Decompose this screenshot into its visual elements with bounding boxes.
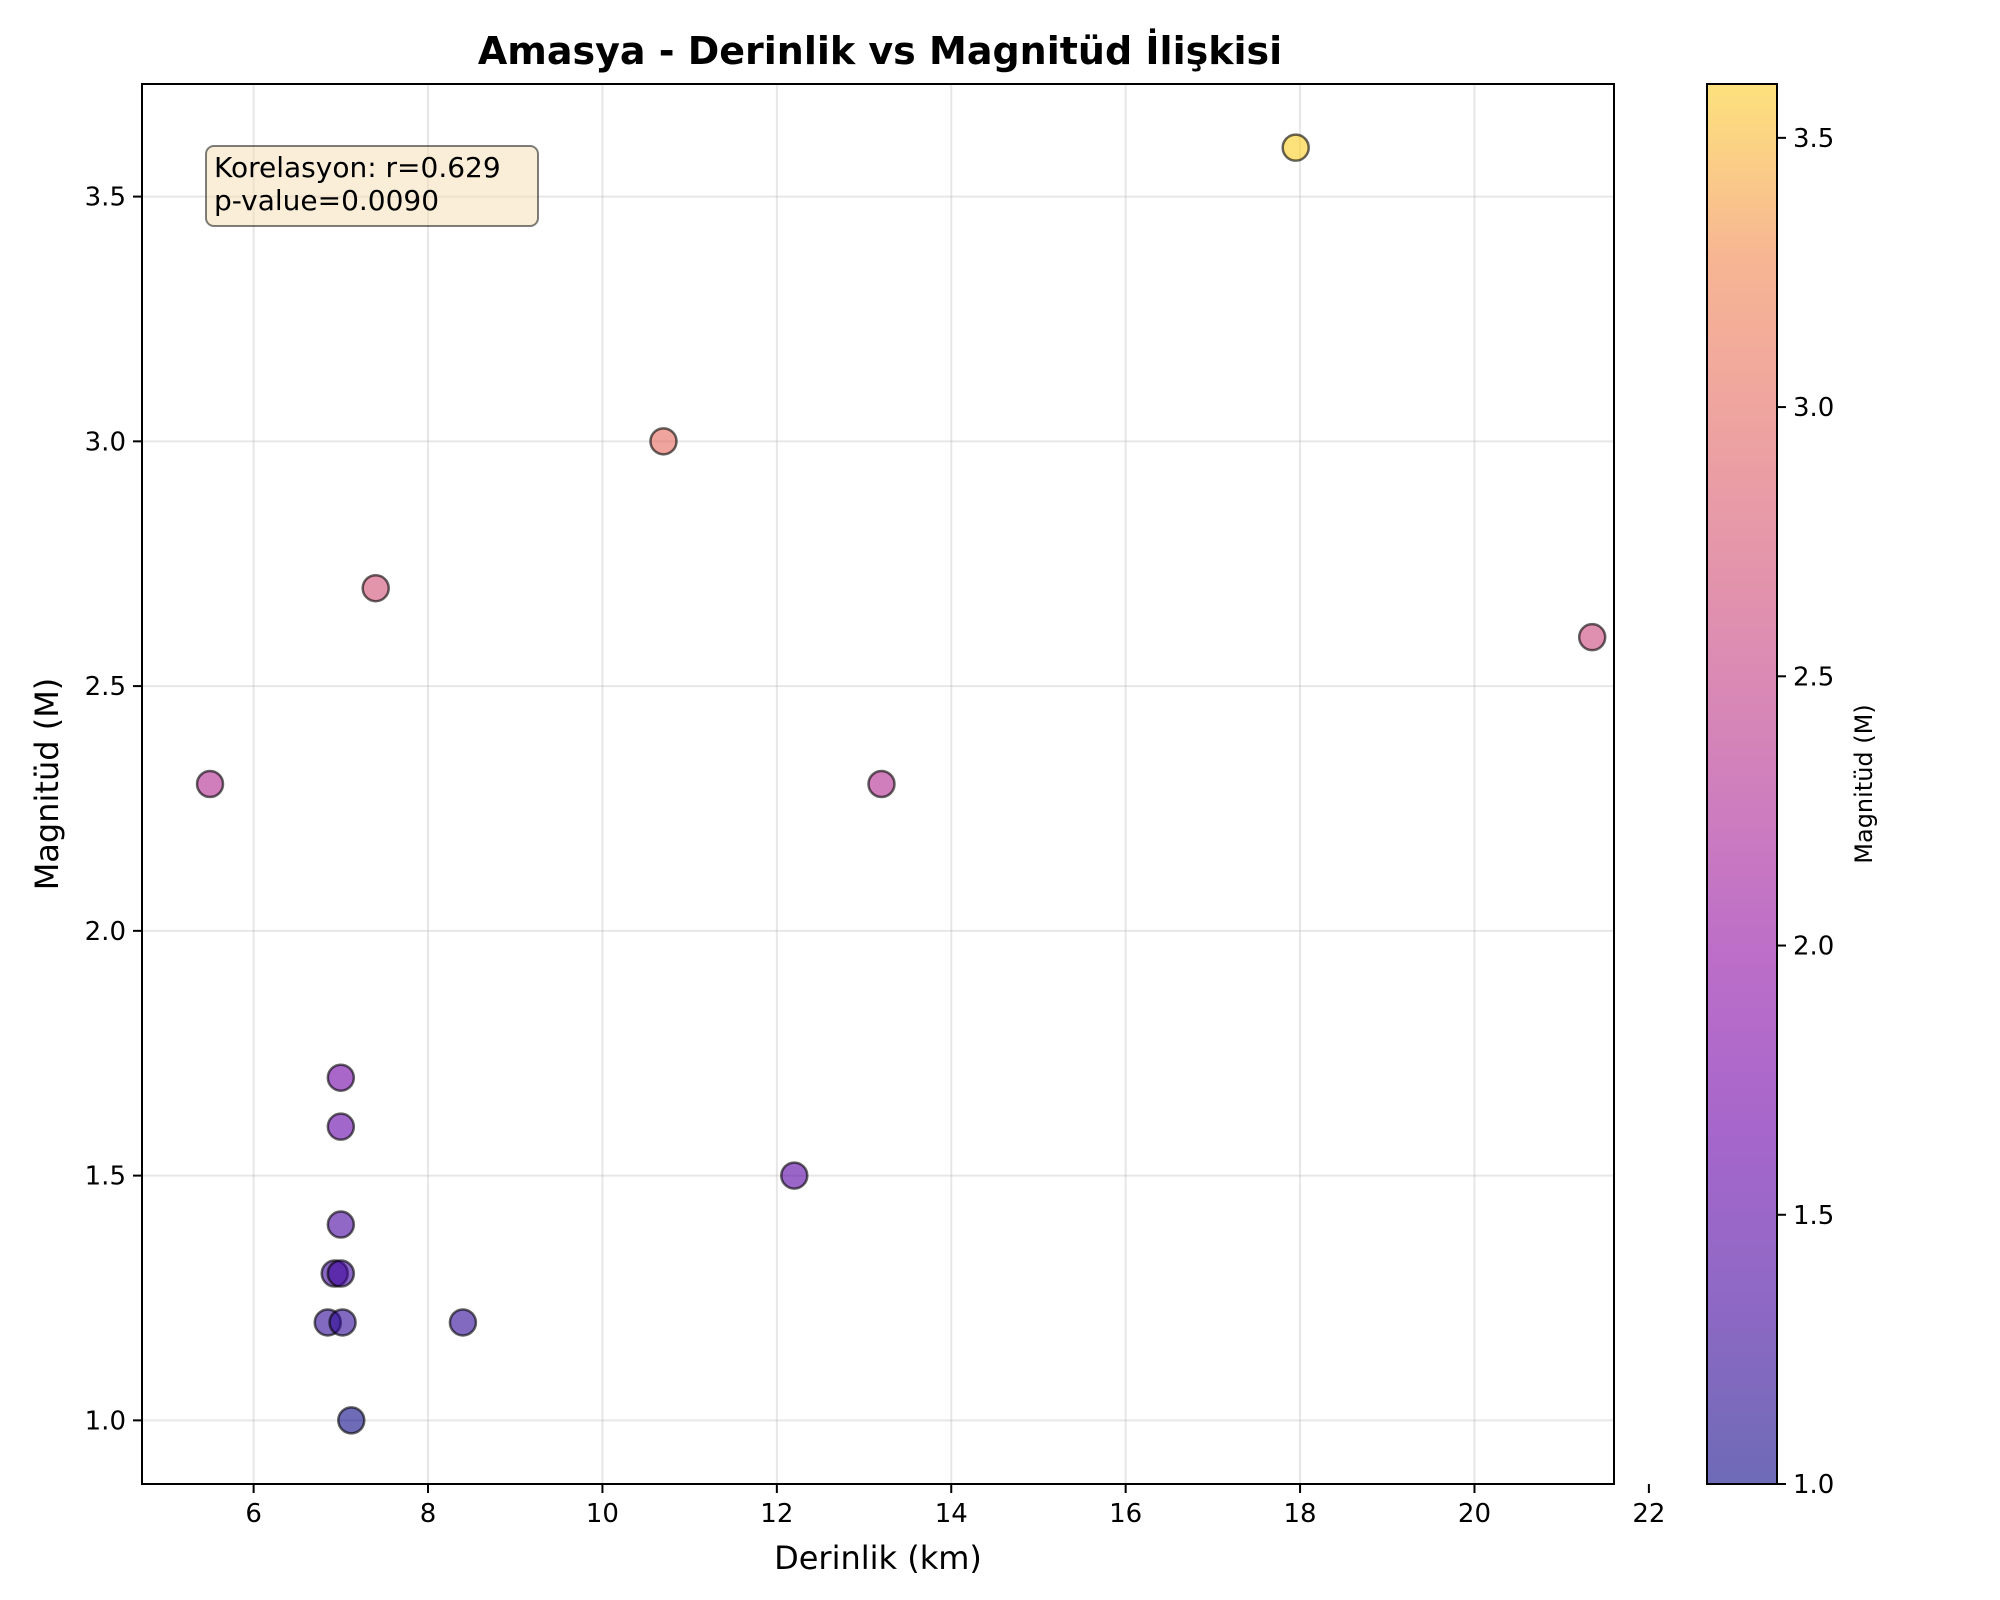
colorbar-tick-label: 1.0 (1793, 1470, 1834, 1500)
y-tick-label: 1.5 (85, 1162, 126, 1192)
y-tick-label: 2.5 (85, 672, 126, 702)
colorbar-tick-label: 3.0 (1793, 393, 1834, 423)
data-point (326, 1112, 356, 1141)
colorbar-tick-label: 1.5 (1793, 1201, 1834, 1231)
colorbar: 1.0 1.5 2.0 2.5 3.0 3.5 Magnitüd (M) (1706, 83, 1878, 1500)
grid-lines (142, 84, 1614, 1484)
x-tick-label: 8 (420, 1499, 437, 1529)
colorbar-tick-label: 2.5 (1793, 662, 1834, 692)
y-tick-label: 3.5 (85, 183, 126, 213)
y-axis-ticks: 1.0 1.5 2.0 2.5 3.0 3.5 (85, 183, 142, 1436)
data-point (326, 1259, 356, 1288)
y-tick-label: 2.0 (85, 917, 126, 947)
data-point (326, 1063, 356, 1092)
x-tick-label: 12 (760, 1499, 793, 1529)
x-tick-label: 14 (935, 1499, 968, 1529)
x-tick-label: 18 (1284, 1499, 1317, 1529)
x-axis-label: Derinlik (km) (774, 1539, 982, 1577)
annotation-line-correlation: Korelasyon: r=0.629 (214, 151, 501, 184)
x-tick-label: 16 (1109, 1499, 1142, 1529)
data-point (328, 1308, 357, 1337)
annotation-box: Korelasyon: r=0.629 p-value=0.0090 (205, 145, 539, 227)
annotation-line-pvalue: p-value=0.0090 (214, 184, 439, 217)
data-point (361, 573, 390, 603)
data-point (448, 1308, 478, 1337)
x-axis-ticks: 6 8 10 12 14 16 18 20 22 (245, 1484, 1665, 1529)
data-point (1577, 622, 1607, 652)
colorbar-tick-label: 3.5 (1793, 124, 1834, 154)
x-tick-label: 6 (245, 1499, 262, 1529)
data-point (1281, 133, 1310, 162)
colorbar-label: Magnitüd (M) (1850, 704, 1878, 863)
x-tick-label: 20 (1458, 1499, 1491, 1529)
colorbar-gradient (1706, 83, 1778, 1485)
plot-frame (141, 83, 1615, 1485)
data-point (867, 769, 896, 799)
y-axis-label: Magnitüd (M) (28, 678, 66, 891)
y-tick-label: 3.0 (85, 427, 126, 457)
data-point (326, 1210, 356, 1239)
colorbar-tick-label: 2.0 (1793, 932, 1834, 962)
data-point (337, 1406, 366, 1435)
y-tick-label: 1.0 (85, 1406, 126, 1436)
x-tick-label: 10 (586, 1499, 619, 1529)
data-point (780, 1161, 809, 1190)
data-points (195, 133, 1607, 1435)
x-tick-label: 22 (1632, 1499, 1665, 1529)
colorbar-ticks: 1.0 1.5 2.0 2.5 3.0 3.5 (1777, 124, 1834, 1500)
data-point (649, 427, 678, 456)
chart-title: Amasya - Derinlik vs Magnitüd İlişkisi (478, 29, 1282, 73)
data-point (195, 769, 225, 799)
